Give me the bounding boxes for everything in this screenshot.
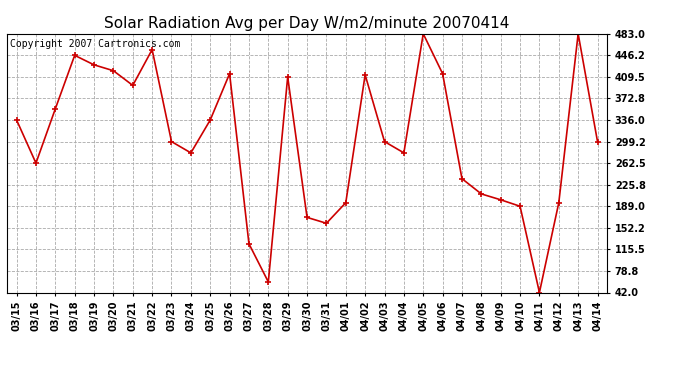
Text: Copyright 2007 Cartronics.com: Copyright 2007 Cartronics.com (10, 39, 180, 49)
Title: Solar Radiation Avg per Day W/m2/minute 20070414: Solar Radiation Avg per Day W/m2/minute … (104, 16, 510, 31)
